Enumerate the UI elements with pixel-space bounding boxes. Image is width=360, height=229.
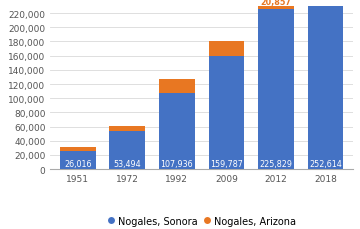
Text: 19,489: 19,489 bbox=[161, 82, 192, 91]
Bar bbox=[208, 42, 244, 57]
Text: 53,494: 53,494 bbox=[113, 159, 141, 168]
Text: 26,016: 26,016 bbox=[64, 159, 91, 168]
Text: 20,857: 20,857 bbox=[261, 0, 291, 7]
Bar bbox=[159, 93, 195, 169]
Bar bbox=[308, 0, 343, 169]
Text: 20,878: 20,878 bbox=[211, 45, 242, 54]
Text: 252,614: 252,614 bbox=[309, 159, 342, 168]
Bar bbox=[159, 79, 195, 93]
Bar bbox=[60, 147, 95, 151]
Bar bbox=[60, 151, 95, 169]
Bar bbox=[258, 0, 294, 10]
Bar bbox=[109, 132, 145, 169]
Text: 107,936: 107,936 bbox=[161, 159, 193, 168]
Bar bbox=[109, 127, 145, 132]
Bar bbox=[258, 10, 294, 169]
Legend: Nogales, Sonora, Nogales, Arizona: Nogales, Sonora, Nogales, Arizona bbox=[103, 212, 300, 229]
Text: 225,829: 225,829 bbox=[260, 159, 292, 168]
Text: 159,787: 159,787 bbox=[210, 159, 243, 168]
Bar bbox=[208, 57, 244, 169]
